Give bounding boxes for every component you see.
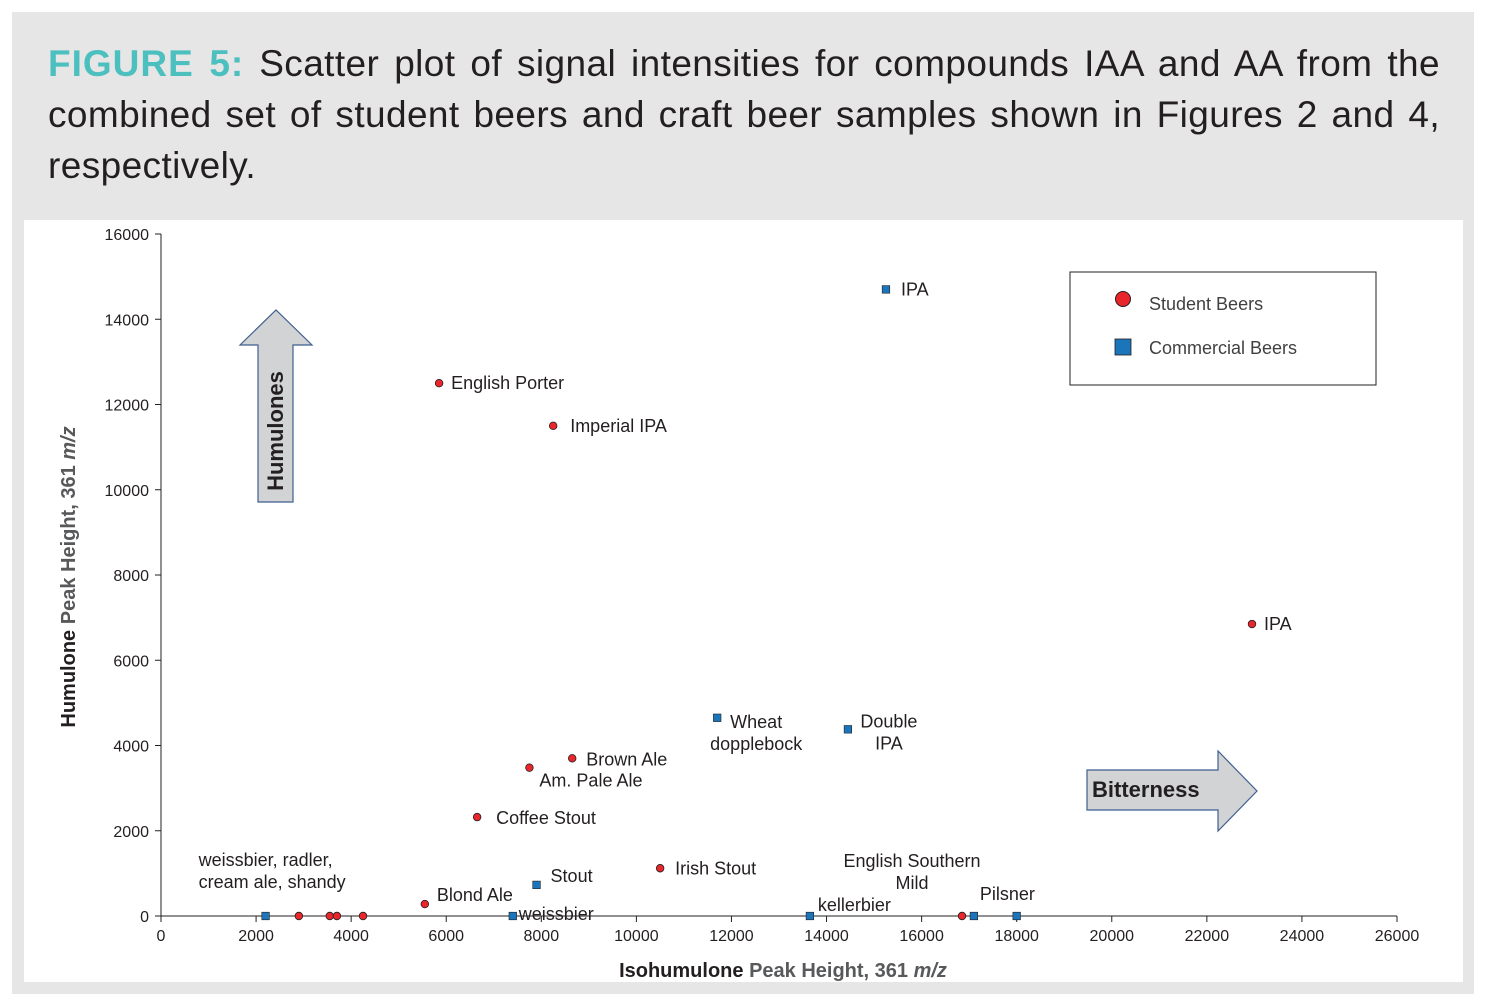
student-beer-point [525,763,534,772]
humulones-arrow [238,309,314,503]
x-axis-title: Isohumulone Peak Height, 361 m/z [619,960,947,982]
x-tick-label: 12000 [709,928,754,945]
point-label: Coffee Stout [496,808,596,828]
bitterness-arrow [1086,749,1258,833]
point-label: cream ale, shandy [199,872,346,892]
student-beer-point [568,754,577,763]
point-label: Imperial IPA [570,416,667,436]
x-tick-label: 18000 [994,928,1039,945]
figure-caption-text: Scatter plot of signal intensities for c… [48,43,1440,186]
student-beer-point [420,899,430,909]
student-beer-point [358,911,368,921]
y-tick-label: 8000 [113,568,149,585]
y-tick-label: 16000 [105,227,150,244]
axis-titles: Isohumulone Peak Height, 361 m/z Humulone… [58,426,947,982]
commercial-beer-point [805,911,814,921]
x-tick-label: 6000 [428,928,464,945]
point-label: Stout [551,866,593,886]
student-beer-point [957,911,967,921]
figure-caption: FIGURE 5: Scatter plot of signal intensi… [48,38,1440,191]
point-label: English Southern [843,851,980,871]
x-tick-label: 4000 [333,928,369,945]
figure-label: FIGURE 5: [48,43,245,84]
legend-student-marker [1115,291,1131,307]
student-beer-point [294,911,304,921]
point-label: IPA [1264,614,1292,634]
y-tick-label: 0 [140,909,149,926]
y-tick-label: 14000 [105,312,150,329]
student-beer-point [548,421,558,431]
point-label: Double [860,711,917,731]
point-label: Wheat [730,712,782,732]
point-label: IPA [901,279,929,299]
axes: 0 2000 4000 6000 8000 10000 12000 14000 16000 180… [105,227,1420,945]
annotations: IPA English Porter Imperial IPA IPA Wheatdop… [198,279,1292,924]
point-label: Irish Stout [675,858,756,878]
legend: Student Beers Commercial Beers [1069,271,1377,386]
x-tick-label: 20000 [1090,928,1135,945]
commercial-beer-point [1012,911,1021,921]
commercial-beer-point [713,713,722,722]
x-tick-label: 10000 [614,928,659,945]
point-label: English Porter [451,373,564,393]
commercial-beer-point [881,285,891,294]
y-tick-label: 2000 [113,824,149,841]
point-label: dopplebock [710,734,803,754]
x-tick-label: 2000 [238,928,274,945]
humulones-arrow-label: Humulones [263,371,288,491]
x-tick-label: 16000 [899,928,944,945]
commercial-beer-point [532,880,541,889]
bitterness-arrow-label: Bitterness [1092,777,1200,802]
legend-student-label: Student Beers [1149,294,1263,314]
student-beer-point [1247,619,1257,629]
x-tick-label: 0 [157,928,166,945]
x-tick-label: 8000 [524,928,560,945]
commercial-beer-point [843,725,853,734]
y-tick-label: 10000 [105,483,150,500]
commercial-beer-point [508,911,517,921]
y-tick-label: 6000 [113,653,149,670]
x-tick-label: 24000 [1280,928,1325,945]
student-beer-point [332,911,342,921]
arrow-layer: Humulones Bitterness [238,309,1258,833]
y-tick-label: 12000 [105,398,150,415]
point-label: weissbier, radler, [198,850,333,870]
point-label: weissbier [518,904,594,924]
student-beer-point [325,911,334,921]
point-label: Blond Ale [437,885,513,905]
x-tick-label: 26000 [1375,928,1420,945]
point-label: Brown Ale [586,749,667,769]
legend-box [1069,271,1377,386]
commercial-beer-point [261,911,270,921]
student-beer-point [434,378,444,388]
point-label: kellerbier [818,895,891,915]
y-tick-label: 4000 [113,739,149,756]
x-tick-label: 22000 [1185,928,1230,945]
data-points [261,285,1257,921]
commercial-beer-point [969,911,979,921]
student-beer-point [655,864,665,873]
point-label: Pilsner [980,884,1035,904]
point-label: Mild [896,873,929,893]
legend-commercial-label: Commercial Beers [1149,338,1297,358]
legend-commercial-marker [1114,338,1132,356]
x-tick-label: 14000 [804,928,849,945]
point-label: Am. Pale Ale [539,771,642,791]
y-axis-title: Humulone Peak Height, 361 m/z [58,426,80,727]
student-beer-point [472,812,482,822]
point-label: IPA [875,733,903,753]
